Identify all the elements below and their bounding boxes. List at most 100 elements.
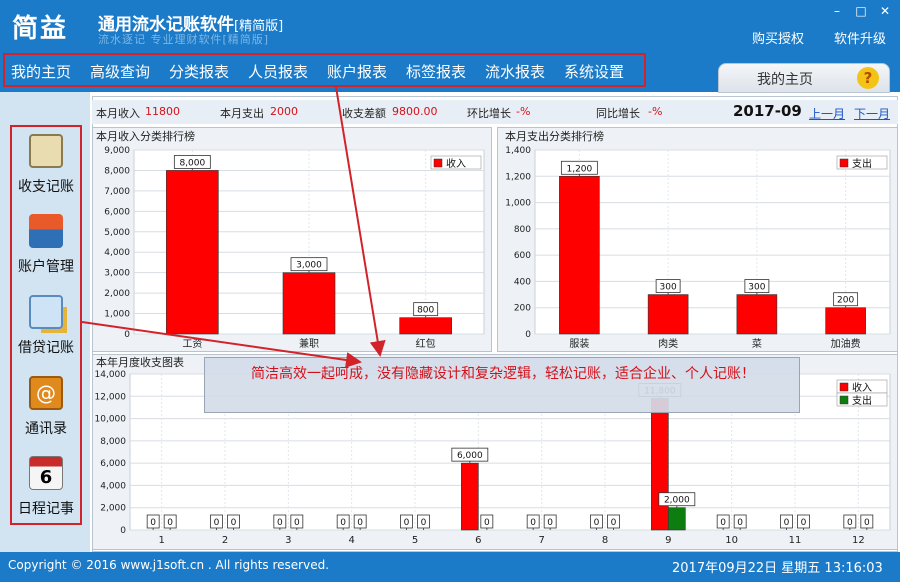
y-tick-label: 2,000: [104, 289, 130, 299]
bar-收入: [282, 272, 336, 335]
data-label-box: [744, 279, 770, 293]
x-tick-label: 12: [852, 535, 865, 546]
y-tick-label: 1,000: [104, 310, 130, 320]
menu-settings[interactable]: 系统设置: [564, 63, 625, 81]
data-label-box: [733, 514, 747, 529]
legend-swatch: [839, 382, 849, 392]
data-label-box: [413, 302, 439, 317]
diff-label: 收支差额: [342, 107, 386, 120]
data-label-box: [227, 514, 240, 529]
sidebar-item-contacts[interactable]: @ 通讯录: [12, 370, 80, 450]
yoy-value: -%: [648, 105, 663, 118]
prev-month-link[interactable]: 上一月: [809, 107, 846, 121]
y-tick-label: 0: [120, 526, 126, 536]
minimize-icon[interactable]: –: [834, 4, 840, 18]
menu-account-report[interactable]: 账户报表: [327, 63, 388, 81]
sidebar-item-schedule[interactable]: 6 日程记事: [12, 450, 80, 530]
close-icon[interactable]: ✕: [879, 4, 891, 18]
sidebar-item-label: 收支记账: [18, 179, 74, 195]
credit-card-icon: [29, 214, 63, 248]
expense-label: 本月支出: [220, 107, 264, 120]
data-label: 0: [167, 518, 173, 528]
data-label: 0: [357, 518, 363, 528]
help-icon[interactable]: ?: [857, 67, 879, 89]
title-bar: [0, 0, 900, 50]
x-tick-label: 6: [475, 535, 481, 546]
y-tick-label: 3,000: [104, 269, 130, 279]
x-tick-label: 4: [348, 535, 354, 546]
data-label-box: [290, 257, 328, 272]
footer-bar: [0, 552, 900, 582]
bar-支出: [736, 294, 778, 335]
x-tick-label: 5: [412, 535, 418, 546]
data-label: 0: [594, 518, 600, 528]
data-label: 0: [720, 518, 726, 528]
upgrade-link[interactable]: 软件升级: [834, 32, 887, 47]
sidebar-item-bookkeeping[interactable]: 收支记账: [12, 128, 80, 208]
y-tick-label: 6,000: [104, 207, 130, 217]
data-label: 300: [748, 283, 765, 293]
data-label-box: [480, 514, 494, 529]
current-month: 2017-09: [733, 102, 802, 120]
maximize-icon[interactable]: □: [855, 4, 867, 18]
x-tick-label: 工资: [182, 338, 202, 350]
data-label: 0: [340, 518, 346, 528]
income-chart: 0 1,000 2,000 3,000 4,000 5,000 6,000 7,000 8,00…: [104, 146, 485, 350]
y-tick-label: 4,000: [100, 481, 126, 491]
menu-category-report[interactable]: 分类报表: [169, 63, 230, 81]
data-label-box: [860, 514, 874, 529]
data-label-box: [290, 514, 304, 529]
legend-label: 支出: [852, 394, 872, 407]
next-month-link[interactable]: 下一月: [854, 107, 891, 121]
menu-flow-report[interactable]: 流水报表: [485, 63, 546, 81]
bar-收入: [166, 170, 219, 335]
x-tick-label: 7: [538, 535, 544, 546]
data-label: 200: [837, 296, 854, 306]
sidebar-item-accounts[interactable]: 账户管理: [12, 208, 80, 288]
tab-home-label: 我的主页: [757, 72, 813, 88]
sidebar-item-loans[interactable]: 借贷记账: [12, 289, 80, 369]
sidebar-item-label: 日程记事: [18, 501, 74, 517]
sidebar-item-label: 借贷记账: [18, 340, 74, 356]
y-tick-label: 14,000: [95, 370, 127, 380]
data-label: 800: [417, 306, 434, 316]
promo-callout: 简洁高效一起呵成，没有隐藏设计和复杂逻辑，轻松记账，适合企业、个人记账！: [204, 357, 800, 413]
bar-支出: [559, 175, 600, 335]
menu-person-report[interactable]: 人员报表: [248, 63, 309, 81]
y-tick-label: 800: [514, 225, 531, 235]
data-label-box: [400, 514, 413, 529]
data-label-box: [607, 514, 620, 529]
tab-home[interactable]: 我的主页?: [718, 63, 890, 93]
y-tick-label: 1,200: [505, 172, 531, 182]
data-label-box: [797, 514, 810, 529]
app-slogan: 流水逐记 专业理财软件[精简版]: [98, 33, 270, 46]
menu-tag-report[interactable]: 标签报表: [406, 63, 467, 81]
data-label-box: [833, 292, 859, 307]
data-label-box: [451, 447, 489, 462]
y-tick-label: 7,000: [104, 187, 130, 197]
x-tick-label: 1: [158, 535, 164, 546]
y-tick-label: 1,000: [505, 199, 531, 209]
sidebar-highlight-box: [10, 125, 82, 525]
data-label: 0: [214, 518, 220, 528]
app-logo: 简益: [12, 14, 69, 44]
buy-license-link[interactable]: 购买授权: [752, 32, 805, 47]
diff-value: 9800.00: [392, 105, 438, 118]
menu-advanced-search[interactable]: 高级查询: [90, 63, 151, 81]
data-label: 0: [404, 518, 410, 528]
data-label-box: [716, 514, 730, 529]
data-label: 3,000: [296, 261, 322, 271]
data-label: 8,000: [179, 158, 205, 168]
y-tick-label: 400: [514, 277, 531, 287]
x-tick-label: 兼职: [299, 337, 319, 350]
sidebar-item-label: 账户管理: [18, 259, 74, 275]
y-tick-label: 9,000: [104, 146, 130, 156]
data-label: 0: [421, 518, 427, 528]
data-label-box: [843, 514, 857, 529]
x-tick-label: 肉类: [658, 337, 678, 350]
bar-收入: [399, 317, 452, 335]
data-label-box: [417, 514, 430, 529]
income-chart-title: 本月收入分类排行榜: [96, 130, 195, 143]
menu-home[interactable]: 我的主页: [11, 63, 72, 81]
bar-收入: [651, 398, 669, 531]
